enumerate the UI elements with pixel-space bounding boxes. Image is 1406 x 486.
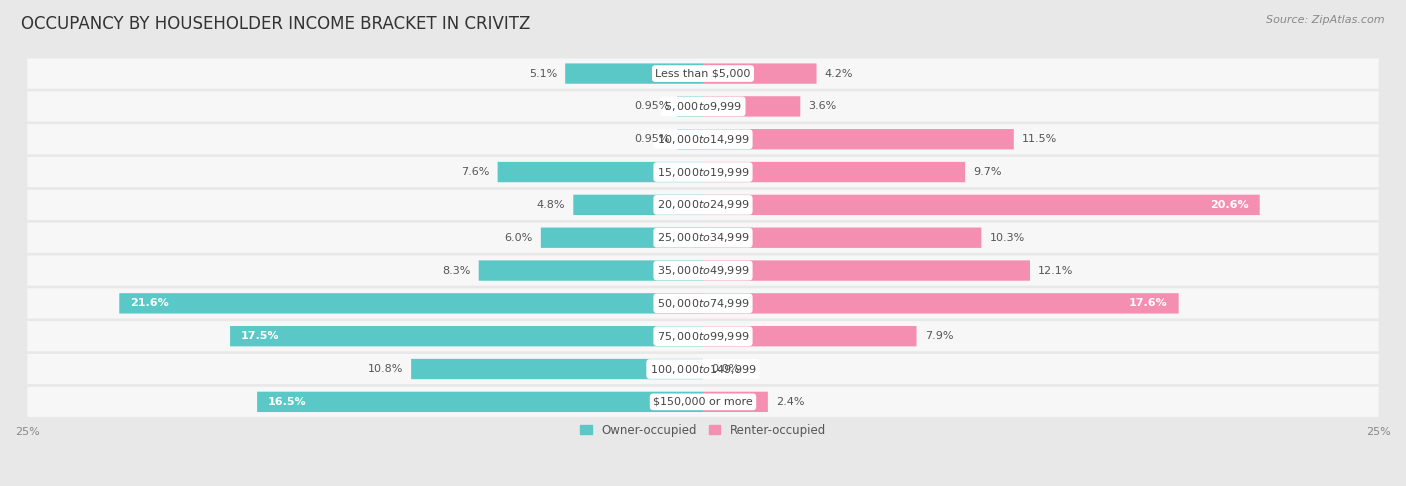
Text: 7.9%: 7.9% bbox=[925, 331, 953, 341]
Text: 4.8%: 4.8% bbox=[537, 200, 565, 210]
Text: $10,000 to $14,999: $10,000 to $14,999 bbox=[657, 133, 749, 146]
Text: OCCUPANCY BY HOUSEHOLDER INCOME BRACKET IN CRIVITZ: OCCUPANCY BY HOUSEHOLDER INCOME BRACKET … bbox=[21, 15, 530, 33]
FancyBboxPatch shape bbox=[231, 326, 703, 347]
Text: 8.3%: 8.3% bbox=[443, 265, 471, 276]
FancyBboxPatch shape bbox=[565, 63, 703, 84]
FancyBboxPatch shape bbox=[27, 124, 1379, 155]
Text: $5,000 to $9,999: $5,000 to $9,999 bbox=[664, 100, 742, 113]
Text: $50,000 to $74,999: $50,000 to $74,999 bbox=[657, 297, 749, 310]
Text: 0.95%: 0.95% bbox=[634, 102, 669, 111]
Text: 10.8%: 10.8% bbox=[367, 364, 404, 374]
Text: 9.7%: 9.7% bbox=[973, 167, 1001, 177]
FancyBboxPatch shape bbox=[703, 326, 917, 347]
FancyBboxPatch shape bbox=[703, 227, 981, 248]
FancyBboxPatch shape bbox=[498, 162, 703, 182]
FancyBboxPatch shape bbox=[703, 129, 1014, 149]
Text: 0.95%: 0.95% bbox=[634, 134, 669, 144]
Text: 20.6%: 20.6% bbox=[1211, 200, 1249, 210]
FancyBboxPatch shape bbox=[703, 260, 1031, 281]
FancyBboxPatch shape bbox=[27, 91, 1379, 122]
Text: $35,000 to $49,999: $35,000 to $49,999 bbox=[657, 264, 749, 277]
FancyBboxPatch shape bbox=[27, 157, 1379, 187]
FancyBboxPatch shape bbox=[541, 227, 703, 248]
FancyBboxPatch shape bbox=[703, 162, 965, 182]
FancyBboxPatch shape bbox=[703, 96, 800, 117]
FancyBboxPatch shape bbox=[678, 129, 703, 149]
FancyBboxPatch shape bbox=[27, 354, 1379, 384]
Text: 0.0%: 0.0% bbox=[711, 364, 740, 374]
Text: $20,000 to $24,999: $20,000 to $24,999 bbox=[657, 198, 749, 211]
Text: 6.0%: 6.0% bbox=[505, 233, 533, 243]
FancyBboxPatch shape bbox=[257, 392, 703, 412]
FancyBboxPatch shape bbox=[478, 260, 703, 281]
Text: $150,000 or more: $150,000 or more bbox=[654, 397, 752, 407]
Text: 12.1%: 12.1% bbox=[1038, 265, 1074, 276]
Text: 17.5%: 17.5% bbox=[240, 331, 280, 341]
FancyBboxPatch shape bbox=[27, 223, 1379, 253]
FancyBboxPatch shape bbox=[703, 293, 1178, 313]
FancyBboxPatch shape bbox=[703, 195, 1260, 215]
FancyBboxPatch shape bbox=[120, 293, 703, 313]
FancyBboxPatch shape bbox=[703, 392, 768, 412]
Text: $25,000 to $34,999: $25,000 to $34,999 bbox=[657, 231, 749, 244]
FancyBboxPatch shape bbox=[27, 190, 1379, 220]
Text: 3.6%: 3.6% bbox=[808, 102, 837, 111]
FancyBboxPatch shape bbox=[27, 288, 1379, 318]
Text: Less than $5,000: Less than $5,000 bbox=[655, 69, 751, 79]
FancyBboxPatch shape bbox=[27, 387, 1379, 417]
Text: $100,000 to $149,999: $100,000 to $149,999 bbox=[650, 363, 756, 376]
Text: 5.1%: 5.1% bbox=[529, 69, 557, 79]
FancyBboxPatch shape bbox=[27, 321, 1379, 351]
Text: 4.2%: 4.2% bbox=[824, 69, 853, 79]
Text: 10.3%: 10.3% bbox=[990, 233, 1025, 243]
FancyBboxPatch shape bbox=[411, 359, 703, 379]
Legend: Owner-occupied, Renter-occupied: Owner-occupied, Renter-occupied bbox=[575, 419, 831, 441]
Text: 17.6%: 17.6% bbox=[1129, 298, 1168, 309]
Text: 21.6%: 21.6% bbox=[131, 298, 169, 309]
Text: 2.4%: 2.4% bbox=[776, 397, 804, 407]
FancyBboxPatch shape bbox=[27, 256, 1379, 286]
FancyBboxPatch shape bbox=[574, 195, 703, 215]
FancyBboxPatch shape bbox=[703, 63, 817, 84]
Text: 7.6%: 7.6% bbox=[461, 167, 489, 177]
FancyBboxPatch shape bbox=[678, 96, 703, 117]
Text: 16.5%: 16.5% bbox=[269, 397, 307, 407]
Text: $75,000 to $99,999: $75,000 to $99,999 bbox=[657, 330, 749, 343]
Text: Source: ZipAtlas.com: Source: ZipAtlas.com bbox=[1267, 15, 1385, 25]
FancyBboxPatch shape bbox=[27, 58, 1379, 88]
Text: 11.5%: 11.5% bbox=[1022, 134, 1057, 144]
Text: $15,000 to $19,999: $15,000 to $19,999 bbox=[657, 166, 749, 178]
